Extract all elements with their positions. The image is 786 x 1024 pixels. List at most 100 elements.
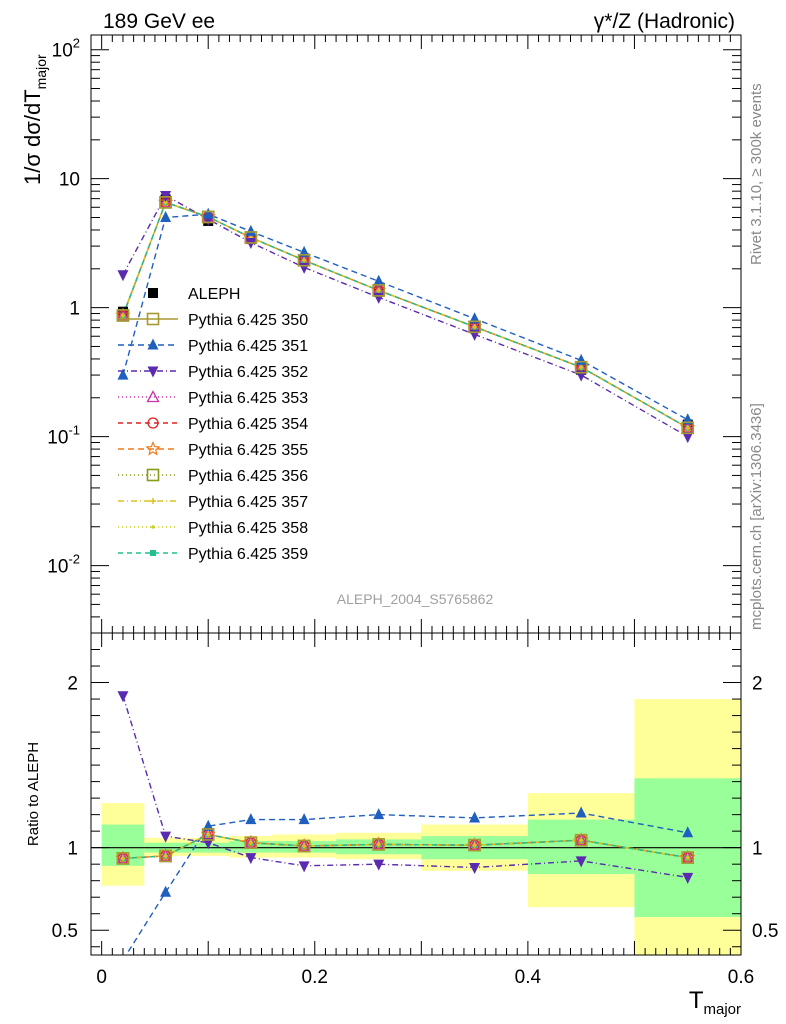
legend-marker	[147, 338, 159, 350]
ratio-marker-1	[298, 813, 310, 825]
series-marker-0	[297, 253, 311, 267]
series-marker-7	[301, 257, 308, 264]
ratio-line-9	[122, 833, 688, 860]
ratio-marker-7	[119, 855, 126, 862]
ratio-marker-0	[159, 849, 172, 863]
ratio-marker-3	[681, 850, 695, 863]
legend: ALEPH Pythia 6.425 350 Pythia 6.425 351 Pyt…	[118, 286, 308, 563]
ratio-marker-2	[160, 831, 172, 843]
x-tick-label: 0.4	[515, 967, 542, 988]
series-marker-0	[372, 284, 386, 297]
series-marker-1	[469, 312, 481, 324]
ratio-marker-0	[297, 839, 311, 853]
ratio-marker-3	[116, 851, 130, 864]
ratio-marker-2	[298, 861, 310, 873]
header-left: 189 GeV ee	[103, 10, 215, 33]
ratio-marker-3	[468, 838, 482, 851]
series-marker-0	[468, 320, 481, 334]
series-marker-7	[578, 364, 585, 371]
legend-label: Pythia 6.425 353	[188, 390, 308, 407]
ratio-marker-0	[116, 852, 130, 865]
legend-marker	[145, 440, 161, 456]
series-marker-0	[159, 196, 172, 209]
ratio-y-tick-label-left: 2	[67, 674, 78, 695]
series-marker-0	[116, 309, 130, 322]
ratio-marker-3	[372, 837, 386, 850]
x-tick-label: 0.2	[302, 967, 328, 988]
ratio-y-tick-label-right: 2	[752, 674, 763, 695]
legend-label: Pythia 6.425 352	[188, 364, 308, 381]
legend-marker	[146, 390, 160, 403]
main-frame	[90, 34, 742, 634]
y-tick-label: 10	[59, 170, 80, 191]
ratio-marker-1	[469, 811, 481, 823]
ratio-marker-3	[297, 839, 311, 852]
series-marker-0	[681, 421, 695, 435]
y-tick-label: 10-1	[47, 423, 80, 449]
series-marker-0	[574, 360, 588, 374]
ratio-y-tick-label-right: 1	[752, 839, 763, 860]
ratio-marker-1	[682, 826, 694, 838]
legend-marker	[151, 525, 155, 529]
legend-marker	[148, 288, 158, 298]
y-tick-label: 102	[52, 36, 80, 62]
ratio-marker-2	[682, 872, 694, 884]
series-marker-3	[158, 195, 173, 208]
ratio-marker-2	[245, 853, 257, 865]
ratio-marker-3	[158, 849, 173, 862]
series-marker-1	[373, 274, 385, 286]
series-marker-2	[117, 270, 129, 282]
ratio-marker-2	[117, 691, 129, 703]
legend-label: Pythia 6.425 357	[188, 494, 308, 511]
y-axis-label-main-text: 1/σ dσ/dT	[20, 89, 45, 185]
legend-label: Pythia 6.425 351	[188, 338, 308, 355]
legend-marker	[146, 468, 160, 482]
legend-label: Pythia 6.425 359	[188, 546, 308, 563]
side-note-top: Rivet 3.1.10, ≥ 300k events	[748, 83, 765, 265]
legend-label: Pythia 6.425 358	[188, 520, 308, 537]
ratio-marker-0	[372, 838, 386, 851]
legend-label: Pythia 6.425 350	[188, 312, 308, 329]
legend-marker	[150, 550, 156, 556]
series-marker-2	[682, 432, 694, 444]
legend-marker	[150, 498, 156, 504]
legend-label: ALEPH	[188, 286, 240, 303]
legend-label: Pythia 6.425 356	[188, 468, 308, 485]
ratio-marker-7	[205, 831, 212, 838]
data-point	[117, 306, 128, 317]
ratio-marker-1	[575, 806, 587, 818]
side-note-bottom: mcplots.cern.ch [arXiv:1306.3436]	[748, 403, 765, 630]
ratio-marker-3	[574, 833, 588, 846]
header-right: γ*/Z (Hadronic)	[594, 10, 735, 33]
ratio-marker-7	[578, 837, 585, 844]
x-tick-label: 0	[96, 967, 107, 988]
ratio-marker-0	[244, 836, 258, 850]
ratio-marker-1	[160, 885, 172, 897]
ratio-marker-0	[201, 828, 215, 841]
ratio-marker-3	[244, 835, 258, 848]
ratio-marker-7	[375, 841, 382, 848]
ratio-marker-2	[575, 856, 587, 868]
legend-marker	[147, 417, 159, 429]
series-marker-3	[116, 308, 130, 321]
y-tick-label: 10-2	[47, 552, 80, 578]
ratio-marker-7	[471, 842, 478, 849]
series-marker-1	[245, 224, 257, 236]
ratio-marker-0	[681, 851, 695, 864]
ratio-marker-2	[202, 838, 214, 850]
ratio-panel: 0 0.2 0.4 0.6 0.5 0.5 1 1 2 2 Ratio to ALEPH Tmaj…	[25, 632, 778, 1018]
series-marker-0	[244, 231, 258, 244]
x-axis-label-text: T	[689, 987, 704, 1014]
data-point	[682, 419, 693, 430]
ratio-y-tick-label-right: 0.5	[752, 921, 778, 942]
legend-label: Pythia 6.425 354	[188, 416, 308, 433]
ratio-marker-1	[373, 808, 385, 820]
series-marker-1	[160, 210, 172, 222]
ratio-marker-1	[202, 819, 214, 831]
y-tick-label: 1	[69, 299, 80, 320]
series-marker-1	[117, 368, 129, 380]
x-axis-label: Tmajor	[689, 987, 741, 1018]
x-axis-label-sub: major	[703, 1001, 741, 1018]
ratio-marker-0	[574, 833, 588, 847]
ratio-y-tick-label-left: 1	[67, 839, 78, 860]
